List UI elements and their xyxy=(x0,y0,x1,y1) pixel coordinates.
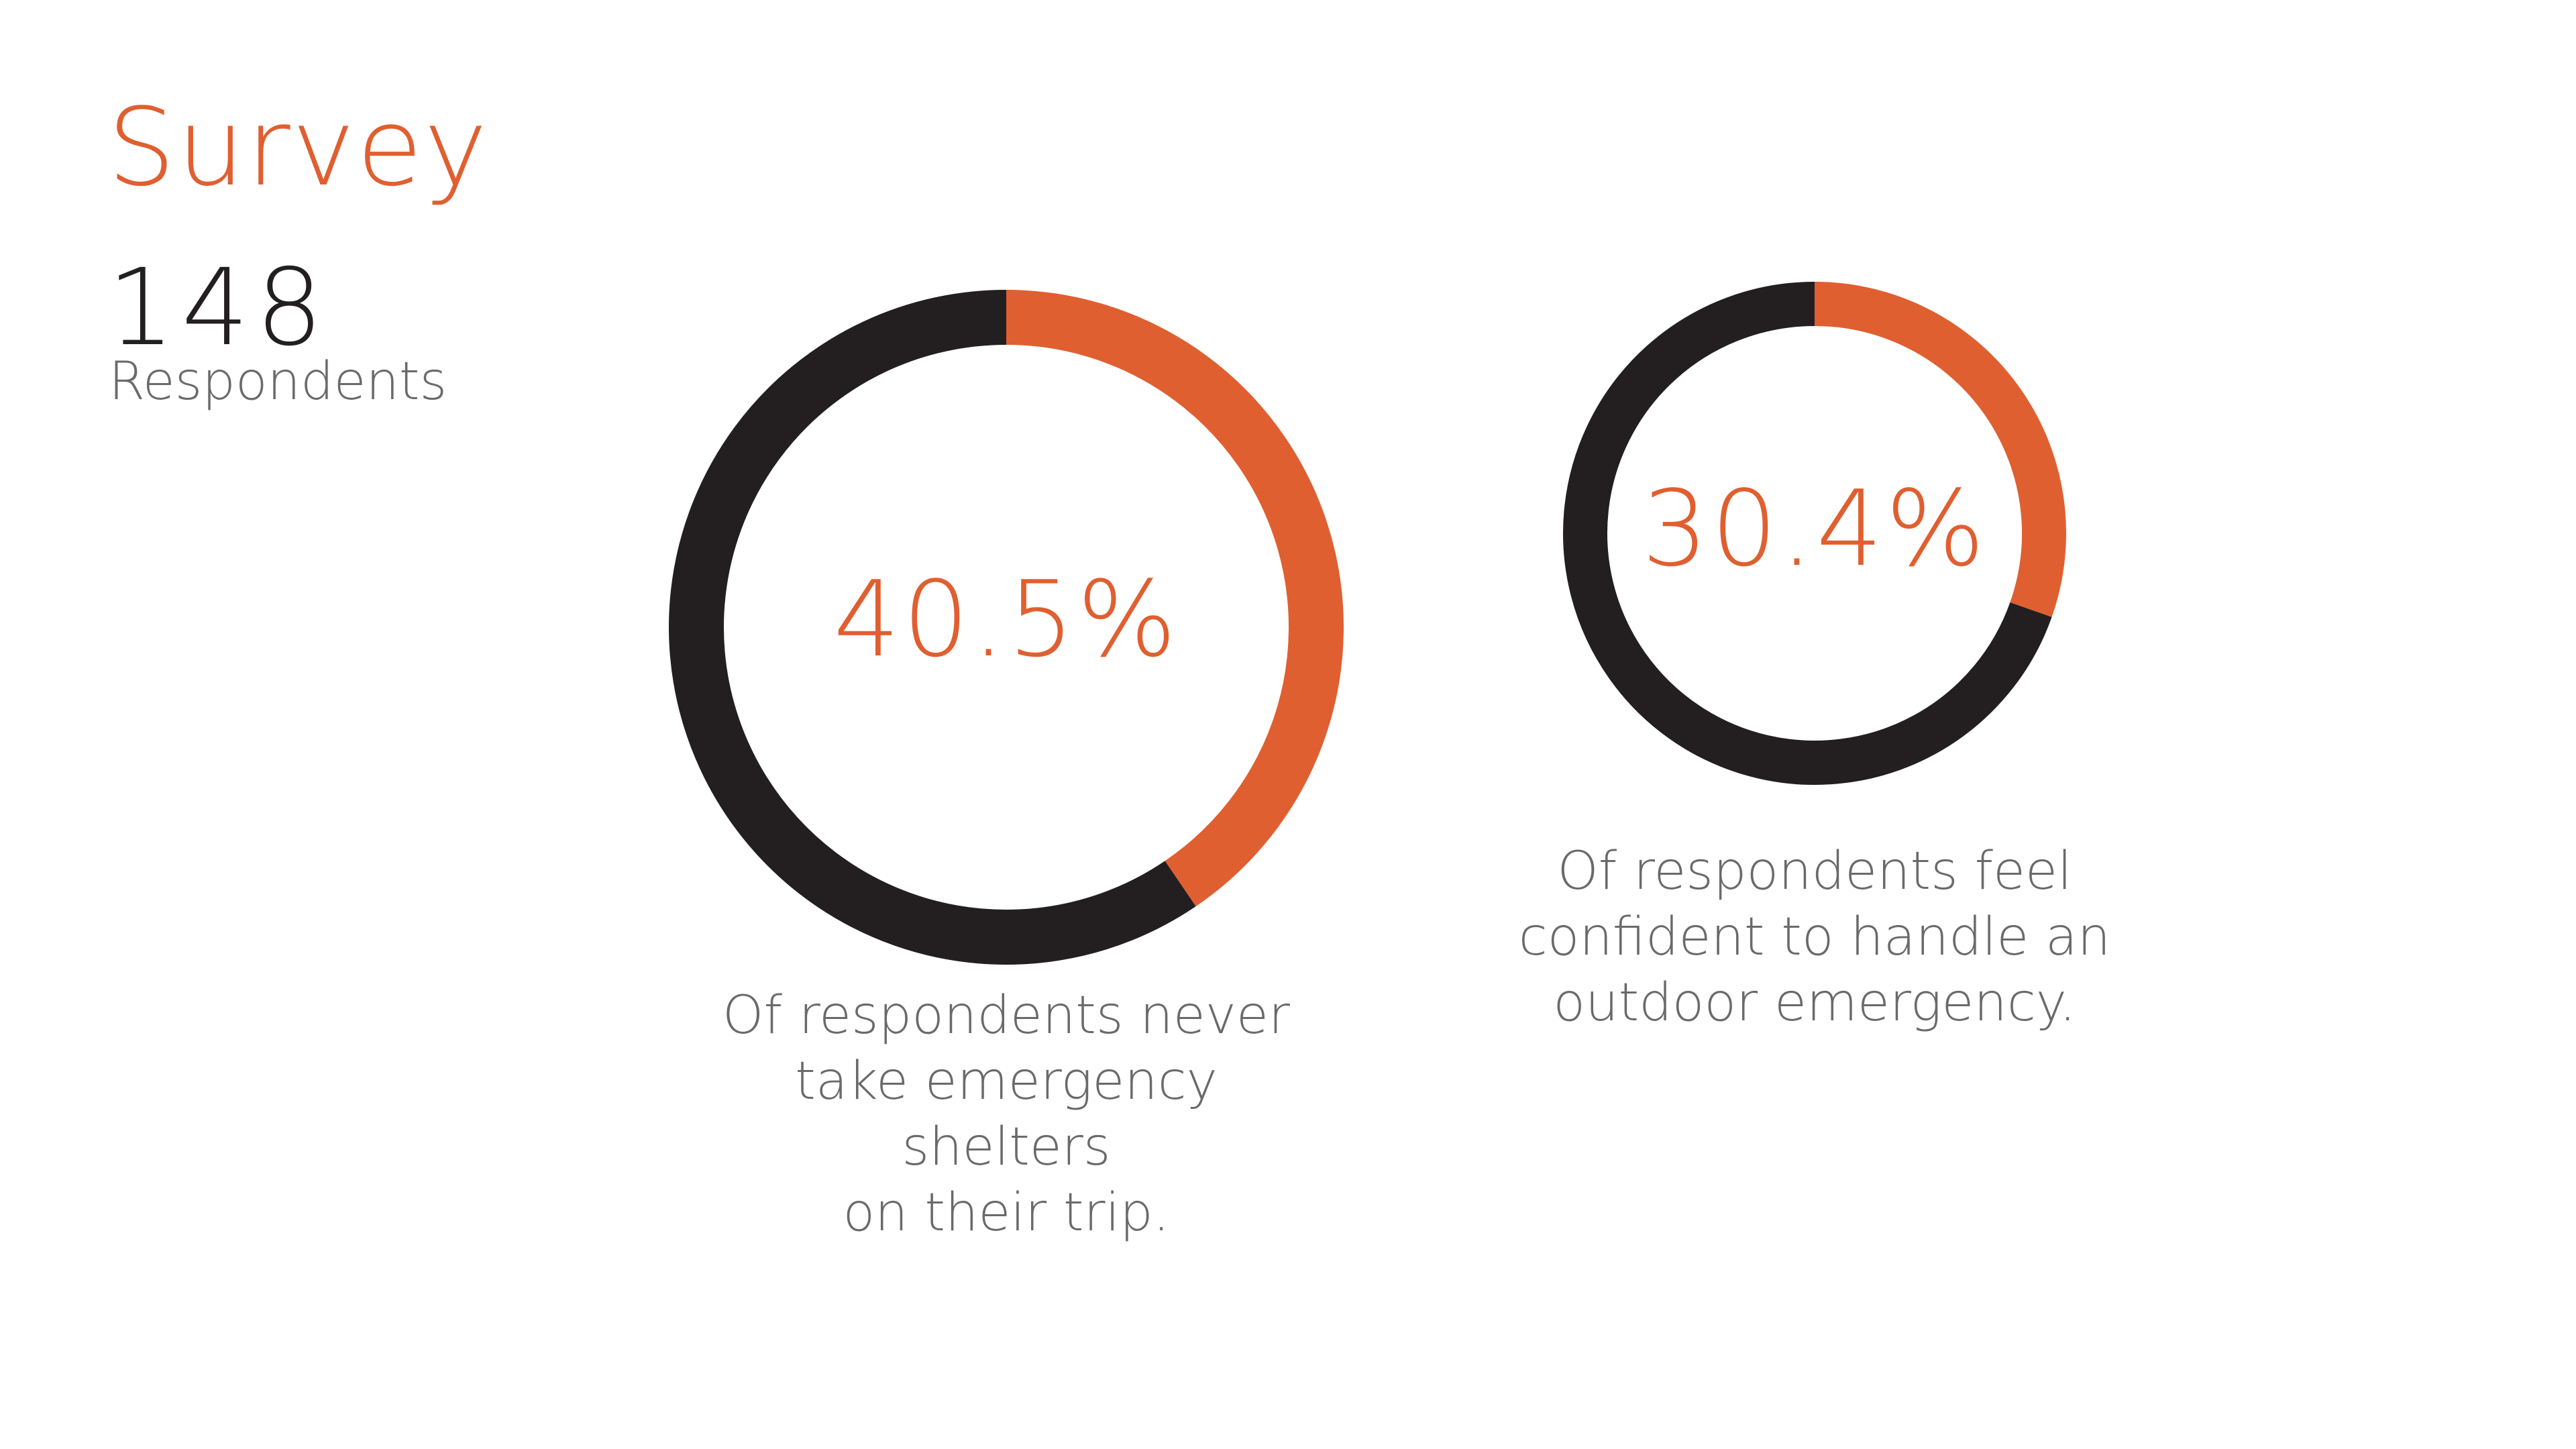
donut-2-caption: Of respondents feel confident to handle … xyxy=(1479,839,2150,1036)
donut-2-remainder-segment xyxy=(1563,282,2052,785)
donut-1-remainder-segment xyxy=(669,290,1196,965)
respondent-count-label: Respondents xyxy=(109,352,447,412)
donut-1-caption: Of respondents never take emergency shel… xyxy=(671,983,1342,1246)
donut-1-caption-line: on their trip. xyxy=(843,1183,1170,1243)
donut-1-caption-line: shelters xyxy=(902,1117,1111,1177)
donut-2-value-segment xyxy=(1814,282,2066,617)
slide-title: Survey xyxy=(107,85,489,210)
donut-1-caption-line: Of respondents never xyxy=(722,985,1290,1046)
donut-1-value-segment xyxy=(1006,290,1344,906)
donut-1-value-label: 40.5% xyxy=(833,558,1179,680)
donut-2-caption-line: outdoor emergency. xyxy=(1553,973,2076,1033)
respondent-count: 148 xyxy=(107,246,330,370)
donut-2-caption-line: Of respondents feel xyxy=(1557,841,2072,902)
donut-2-value-label: 30.4% xyxy=(1642,468,1988,590)
donut-2-caption-line: confident to handle an xyxy=(1518,907,2111,967)
donut-1-caption-line: take emergency xyxy=(795,1051,1218,1112)
